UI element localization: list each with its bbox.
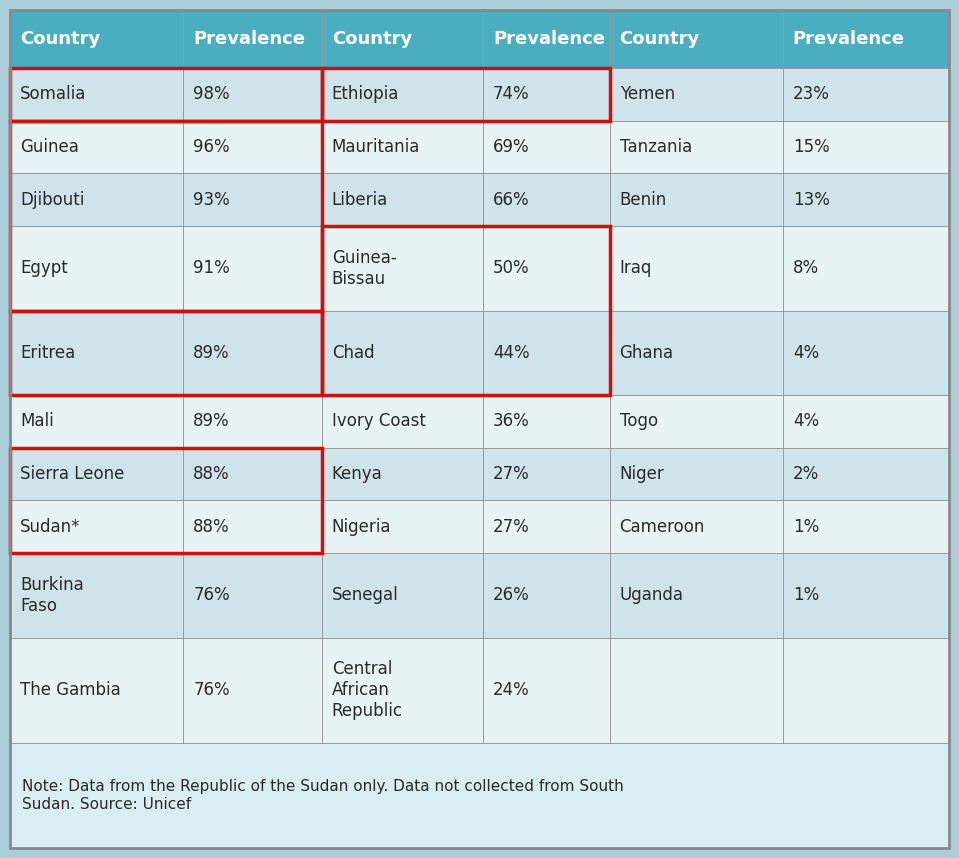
Text: 26%: 26%: [493, 586, 529, 604]
Text: Ivory Coast: Ivory Coast: [332, 413, 426, 431]
Text: Prevalence: Prevalence: [193, 30, 305, 48]
Text: Guinea: Guinea: [20, 138, 79, 156]
Text: 13%: 13%: [793, 190, 830, 208]
Bar: [10, 500, 949, 553]
Text: Liberia: Liberia: [332, 190, 388, 208]
Text: Cameroon: Cameroon: [620, 517, 705, 535]
Text: 23%: 23%: [793, 85, 830, 103]
Text: 36%: 36%: [493, 413, 529, 431]
Text: Eritrea: Eritrea: [20, 344, 75, 362]
Bar: [10, 448, 949, 500]
Bar: [10, 448, 321, 553]
Bar: [321, 227, 610, 395]
Text: Mauritania: Mauritania: [332, 138, 420, 156]
Text: 89%: 89%: [193, 413, 230, 431]
Text: Niger: Niger: [620, 465, 665, 483]
Text: 1%: 1%: [793, 586, 819, 604]
Text: 24%: 24%: [493, 681, 529, 699]
Text: Chad: Chad: [332, 344, 374, 362]
Text: Somalia: Somalia: [20, 85, 86, 103]
Text: Burkina
Faso: Burkina Faso: [20, 576, 83, 614]
Text: Country: Country: [332, 30, 412, 48]
Text: 91%: 91%: [193, 259, 230, 277]
Text: Central
African
Republic: Central African Republic: [332, 661, 403, 720]
Text: The Gambia: The Gambia: [20, 681, 121, 699]
Text: Iraq: Iraq: [620, 259, 652, 277]
Text: 50%: 50%: [493, 259, 529, 277]
Text: Uganda: Uganda: [620, 586, 684, 604]
Text: 96%: 96%: [193, 138, 230, 156]
Text: Note: Data from the Republic of the Sudan only. Data not collected from South
Su: Note: Data from the Republic of the Suda…: [22, 779, 623, 812]
Text: 74%: 74%: [493, 85, 529, 103]
Bar: [10, 637, 949, 743]
Text: Sudan*: Sudan*: [20, 517, 81, 535]
Text: Yemen: Yemen: [620, 85, 675, 103]
Text: Country: Country: [620, 30, 700, 48]
Text: Djibouti: Djibouti: [20, 190, 84, 208]
Text: Ethiopia: Ethiopia: [332, 85, 399, 103]
Text: 98%: 98%: [193, 85, 230, 103]
Text: Egypt: Egypt: [20, 259, 68, 277]
Text: 8%: 8%: [793, 259, 819, 277]
Text: 88%: 88%: [193, 465, 230, 483]
Bar: [10, 121, 949, 173]
Text: Tanzania: Tanzania: [620, 138, 691, 156]
Bar: [10, 553, 949, 637]
Text: Kenya: Kenya: [332, 465, 383, 483]
Text: 93%: 93%: [193, 190, 230, 208]
Bar: [10, 227, 949, 311]
Text: 66%: 66%: [493, 190, 529, 208]
Text: 69%: 69%: [493, 138, 529, 156]
Bar: [321, 68, 610, 121]
Text: Ghana: Ghana: [620, 344, 674, 362]
Text: 1%: 1%: [793, 517, 819, 535]
Bar: [10, 68, 949, 121]
Text: Prevalence: Prevalence: [793, 30, 904, 48]
Bar: [10, 68, 321, 121]
Text: 4%: 4%: [793, 344, 819, 362]
Text: 89%: 89%: [193, 344, 230, 362]
Bar: [10, 743, 949, 848]
Text: 15%: 15%: [793, 138, 830, 156]
Text: Prevalence: Prevalence: [493, 30, 605, 48]
Bar: [10, 311, 321, 395]
Text: 76%: 76%: [193, 586, 230, 604]
Text: 27%: 27%: [493, 465, 529, 483]
Bar: [10, 121, 321, 311]
Text: 76%: 76%: [193, 681, 230, 699]
Bar: [10, 311, 949, 395]
Text: 2%: 2%: [793, 465, 819, 483]
Text: Benin: Benin: [620, 190, 667, 208]
Text: Mali: Mali: [20, 413, 54, 431]
Bar: [10, 10, 949, 68]
Text: Nigeria: Nigeria: [332, 517, 391, 535]
Text: 88%: 88%: [193, 517, 230, 535]
Text: 44%: 44%: [493, 344, 529, 362]
Text: Guinea-
Bissau: Guinea- Bissau: [332, 249, 396, 287]
Text: Country: Country: [20, 30, 101, 48]
Text: Togo: Togo: [620, 413, 658, 431]
Text: 4%: 4%: [793, 413, 819, 431]
Bar: [10, 173, 949, 227]
Text: Senegal: Senegal: [332, 586, 398, 604]
Bar: [10, 395, 949, 448]
Text: 27%: 27%: [493, 517, 529, 535]
Text: Sierra Leone: Sierra Leone: [20, 465, 125, 483]
